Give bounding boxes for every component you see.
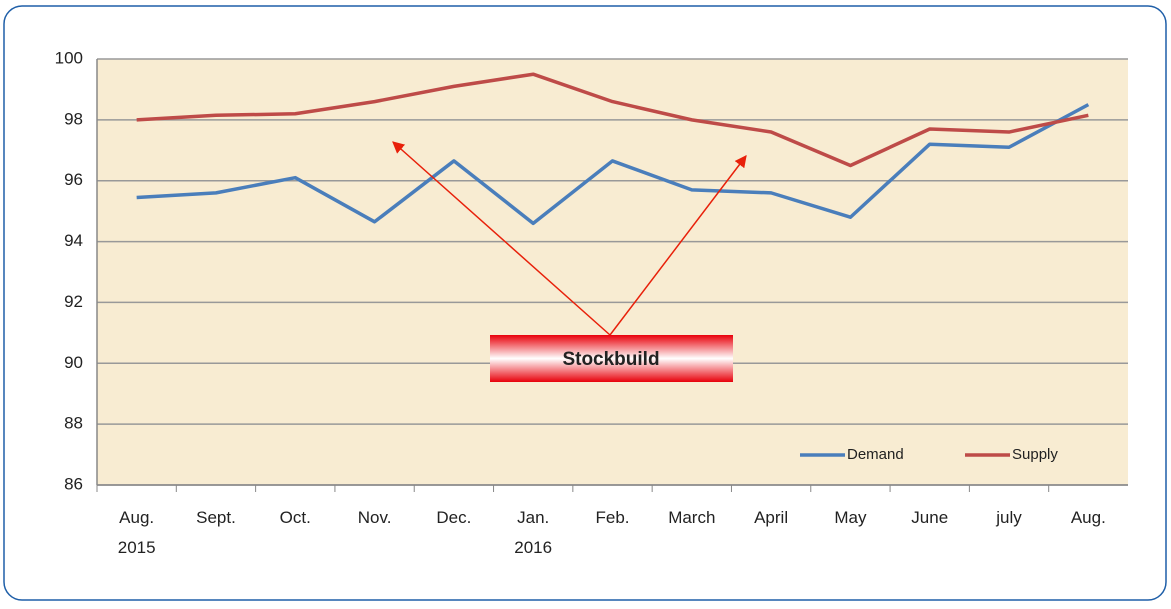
x-tick-label: Feb. [595,508,629,527]
x-tick-label: Nov. [358,508,392,527]
x-tick-label: Dec. [436,508,471,527]
data-line [136,103,1090,226]
y-tick-label: 94 [64,231,83,250]
x-tick-label: Jan. 2016 [514,508,552,557]
x-tick-label: Aug. 2015 [118,508,156,557]
x-tick-label: Oct. [280,508,311,527]
x-tick-label: Aug. [1071,508,1106,527]
x-tick-label: May [834,508,867,527]
annotation: Stockbuild [562,349,659,370]
legend-label: Demand [847,446,904,463]
plot-area [97,59,1128,485]
x-tick-label: June [911,508,948,527]
y-tick-label: 92 [64,292,83,311]
annotation-box [490,335,733,382]
arrow [392,141,611,336]
x-tick-label: March [668,508,715,527]
x-tick-label: April [754,508,788,527]
y-tick-label: 98 [64,109,83,128]
y-tick-label: 96 [64,170,83,189]
x-tick-label: Sept. [196,508,236,527]
legend-label: Supply [1012,446,1058,463]
y-tick-label: 90 [64,353,83,372]
arrow [609,155,747,336]
y-tick-label: 88 [64,414,83,433]
x-tick-label: july [995,508,1022,527]
data-line [136,72,1089,168]
y-tick-label: 100 [55,48,83,67]
y-tick-label: 86 [64,474,83,493]
